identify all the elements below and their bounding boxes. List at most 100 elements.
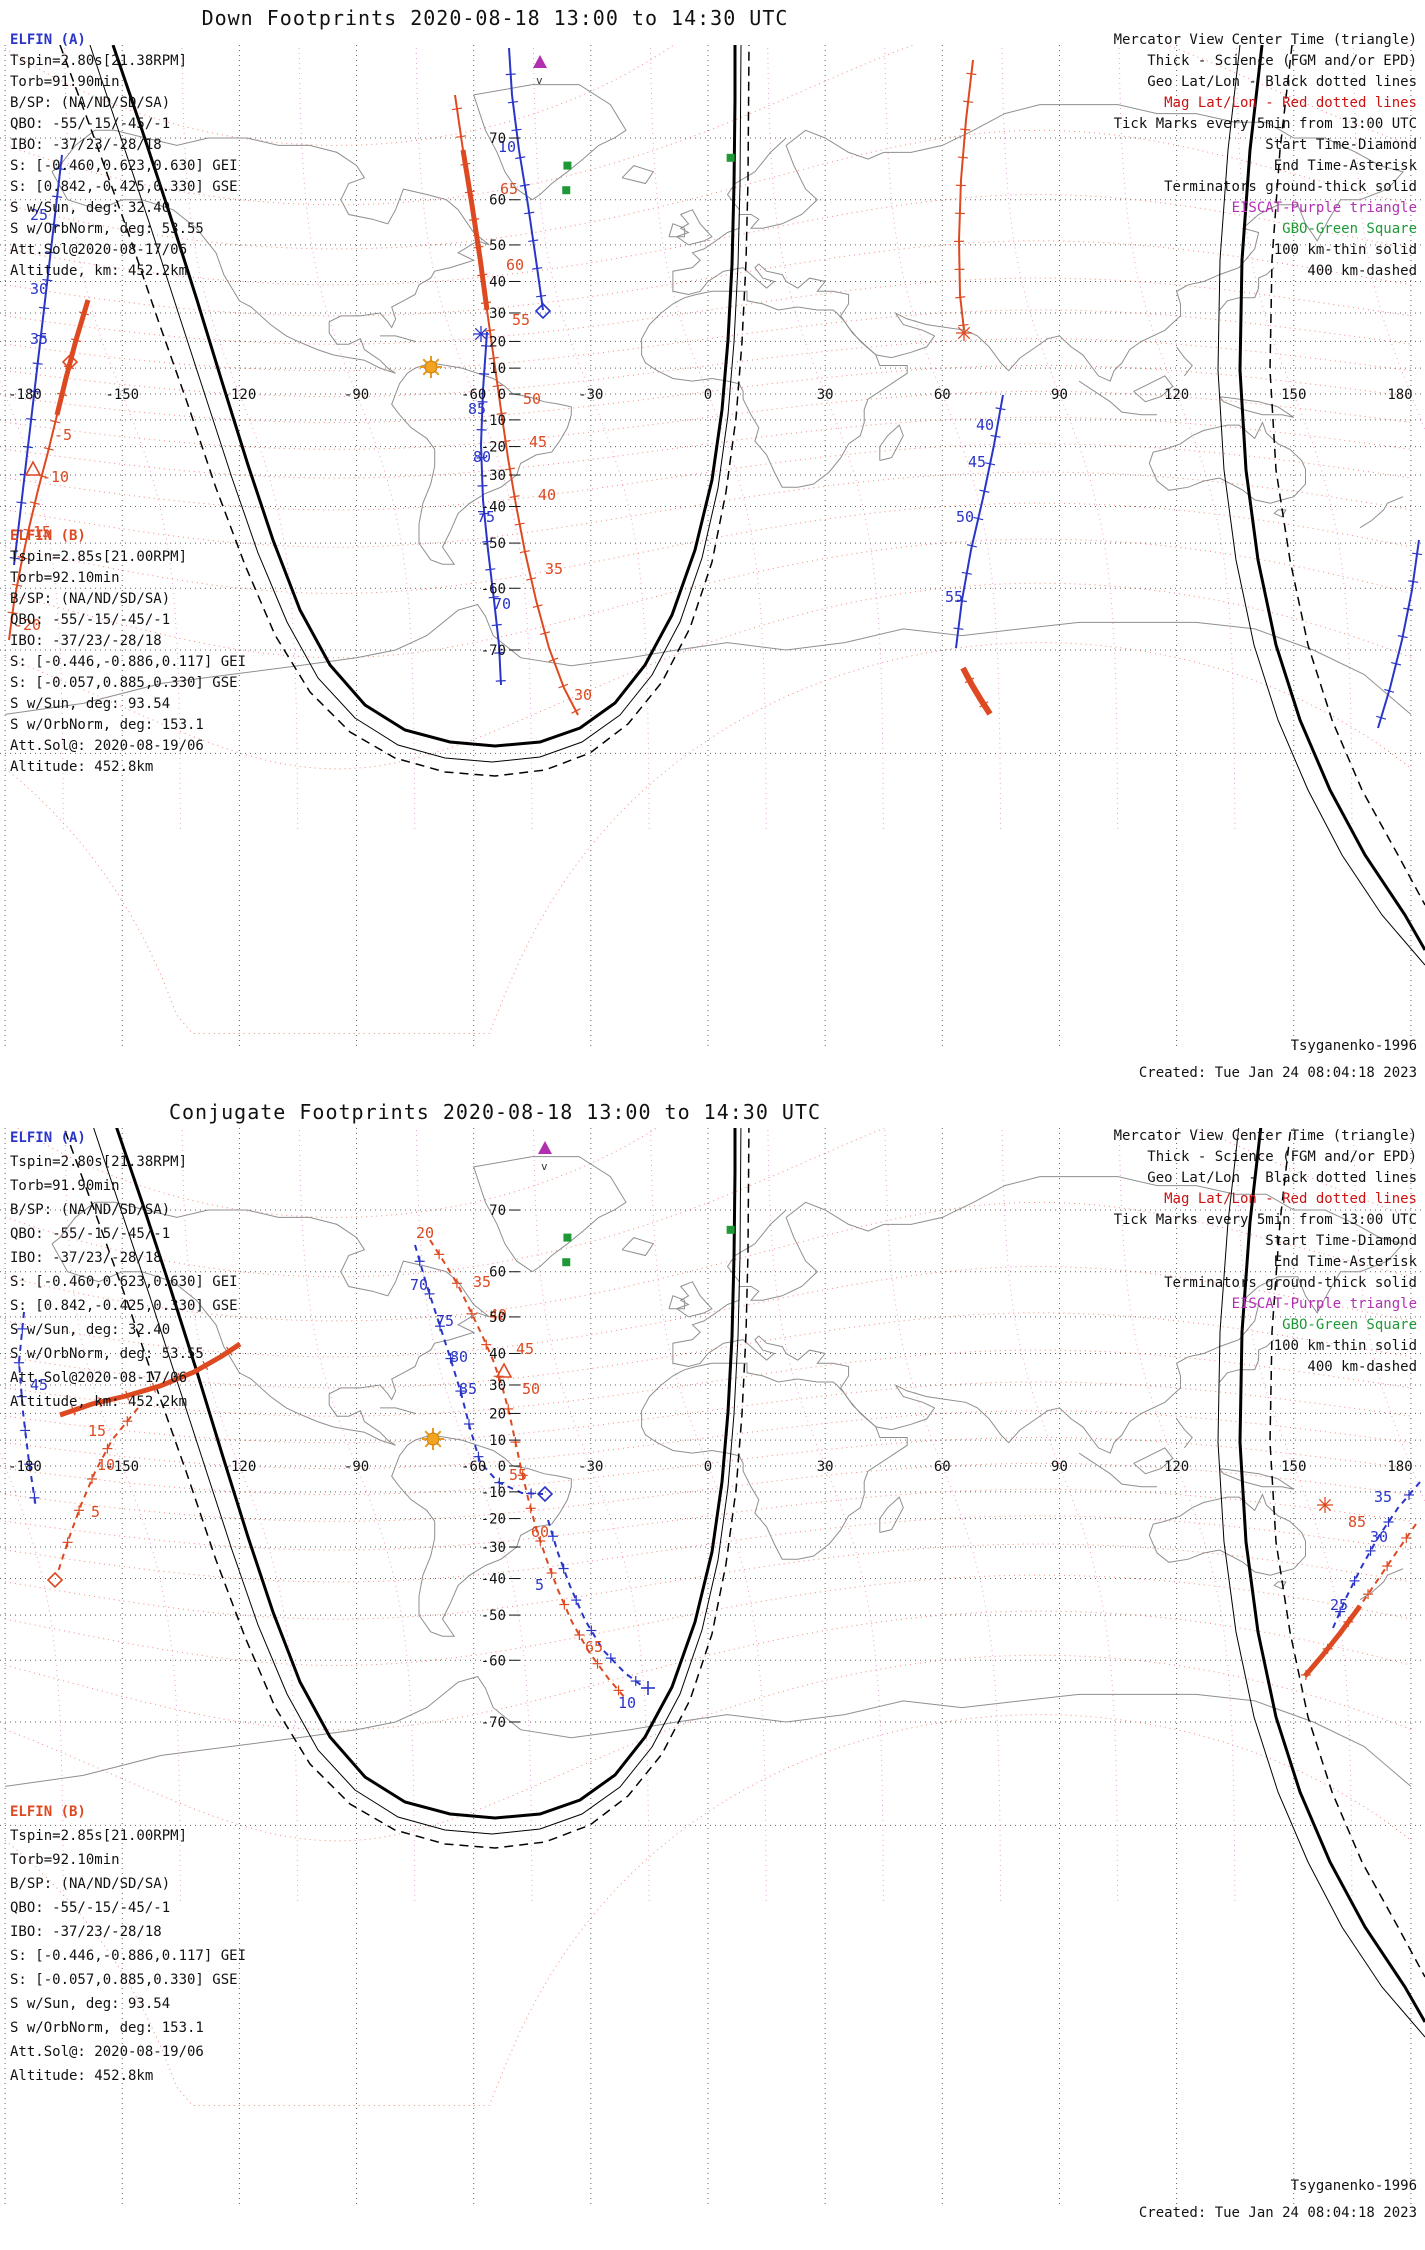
terminator-curves: [63, 1128, 1425, 2038]
legend-line: Thick - Science (FGM and/or EPD): [1147, 53, 1417, 69]
info-line: S w/Sun, deg: 32.40: [10, 200, 171, 216]
track-label: -5: [54, 426, 72, 444]
lat-axis-label: 0: [498, 1459, 506, 1475]
legend-line: 100 km-thin solid: [1273, 1338, 1417, 1354]
mag-lat-graticule: [4, 1128, 1412, 2106]
info-line: S w/OrbNorm, deg: 153.1: [10, 717, 204, 733]
map-conjugate-footprints: 7075808551045353025203540455055606515105…: [0, 1128, 1425, 2205]
info-line: Att.Sol@2020-08-17/06: [10, 1370, 188, 1386]
info-line: B/SP: (NA/ND/SD/SA): [10, 95, 171, 111]
ground-station-square: [562, 1258, 571, 1267]
lat-axis-label: -50: [481, 1608, 506, 1624]
lat-axis-label: 20: [489, 334, 506, 350]
satellite-label: ELFIN (A): [10, 1130, 86, 1146]
track-label: 85: [468, 400, 486, 418]
info-line: S: [-0.460,0.623,0.630] GEI: [10, 158, 238, 174]
track-label: -20: [14, 616, 41, 634]
elfin-a-info-panel1: ELFIN (A) Tspin=2.80s[21.38RPM] Torb=91.90…: [10, 30, 238, 282]
legend-line: Terminators ground-thick solid: [1164, 179, 1417, 195]
satellite-label: ELFIN (B): [10, 1804, 86, 1820]
footprint-tracks: [7, 47, 1423, 729]
track-label: 5: [535, 1576, 544, 1594]
track-label: 30: [574, 686, 592, 704]
lat-axis-label: -40: [481, 1572, 506, 1588]
info-line: S: [-0.057,0.885,0.330] GSE: [10, 1972, 238, 1988]
lat-axis-label: -70: [481, 1715, 506, 1731]
end-asterisk-marker: [473, 326, 489, 342]
terminator-curves: [59, 45, 1425, 966]
lat-axis-label: 10: [489, 1433, 506, 1449]
created-label-panel2: Created: Tue Jan 24 08:04:18 2023: [1138, 2205, 1417, 2221]
elfin-b-info-panel2: ELFIN (B) Tspin=2.85s[21.00RPM] Torb=92.10…: [10, 1800, 246, 2088]
info-line: S: [-0.460,0.623,0.630] GEI: [10, 1274, 238, 1290]
track-label: 80: [473, 448, 491, 466]
lon-axis-label: -150: [105, 1459, 139, 1475]
lon-axis-label: 30: [817, 387, 834, 403]
lat-axis-label: -40: [481, 500, 506, 516]
start-diamond-marker: [536, 1485, 554, 1503]
info-line: Torb=92.10min: [10, 570, 120, 586]
track-label: 55: [512, 311, 530, 329]
elfin-a-info-panel2: ELFIN (A) Tspin=2.80s[21.38RPM] Torb=91.90…: [10, 1126, 238, 1414]
science-zone-segment: [460, 149, 490, 311]
legend-line: 400 km-dashed: [1307, 263, 1417, 279]
view-center-v: v: [541, 1160, 548, 1173]
track-label: -10: [42, 468, 69, 486]
info-line: QBO: -55/-15/-45/-1: [10, 1900, 171, 1916]
track-label: 60: [531, 1523, 549, 1541]
panel2-title: Conjugate Footprints 2020-08-18 13:00 to…: [168, 1100, 822, 1124]
track-label: 15: [88, 1422, 106, 1440]
view-center-triangle-icon: [538, 1141, 552, 1154]
end-asterisk-marker: [1317, 1497, 1333, 1513]
legend-line: End Time-Asterisk: [1273, 158, 1417, 174]
lat-axis-label: -50: [481, 536, 506, 552]
track-label: 50: [956, 508, 974, 526]
legend-line: Mag Lat/Lon - Red dotted lines: [1164, 1191, 1417, 1207]
elfin-b-track: [429, 1239, 626, 1699]
plus-marker: [641, 1681, 655, 1695]
lon-axis-label: -30: [578, 1459, 603, 1475]
elfin-a-track: [414, 1244, 544, 1495]
info-line: S w/Sun, deg: 93.54: [10, 696, 171, 712]
coastlines: [5, 1156, 1412, 1787]
elfin-a-track: [479, 331, 502, 686]
legend-line: EISCAT-Purple triangle: [1231, 1296, 1417, 1312]
start-diamond-marker: [46, 1571, 64, 1589]
legend-line: Mercator View Center Time (triangle): [1113, 1128, 1417, 1144]
satellite-label: ELFIN (B): [10, 528, 86, 544]
lat-axis-label: -30: [481, 468, 506, 484]
info-line: Altitude: 452.8km: [10, 2068, 154, 2084]
track-label: 80: [450, 1348, 468, 1366]
elfin-a-track: [1332, 1481, 1421, 1629]
sun-icon: [420, 356, 442, 378]
track-label: -15: [24, 523, 51, 541]
info-line: Altitude, km: 452.2km: [10, 263, 188, 279]
legend-line: Geo Lat/Lon - Black dotted lines: [1147, 74, 1417, 90]
created-label-panel1: Created: Tue Jan 24 08:04:18 2023: [1138, 1065, 1417, 1081]
info-line: Torb=91.90min: [10, 1178, 120, 1194]
track-label: 55: [509, 1466, 527, 1484]
mag-lon-graticule: [0, 1128, 1425, 1901]
track-label: 10: [618, 1694, 636, 1712]
info-line: Tspin=2.85s[21.00RPM]: [10, 549, 188, 565]
track-label: 40: [489, 1306, 507, 1324]
lon-axis-label: 0: [704, 1459, 712, 1475]
lon-axis-label: -180: [8, 387, 42, 403]
legend-line: Mercator View Center Time (triangle): [1113, 32, 1417, 48]
lon-axis-label: -120: [223, 387, 257, 403]
info-line: Altitude, km: 452.2km: [10, 1394, 188, 1410]
end-asterisk-marker: [956, 325, 972, 341]
legend-line: Tick Marks every 5min from 13:00 UTC: [1113, 1212, 1417, 1228]
legend-line: Mag Lat/Lon - Red dotted lines: [1164, 95, 1417, 111]
info-line: S: [0.842,-0.425,0.330] GSE: [10, 1298, 238, 1314]
lat-axis-label: 10: [489, 361, 506, 377]
lat-axis-label: -30: [481, 1540, 506, 1556]
track-label: 35: [1374, 1488, 1392, 1506]
lat-axis-label: 50: [489, 1310, 506, 1326]
legend-line: GBO-Green Square: [1282, 1317, 1417, 1333]
science-zone-segment: [54, 299, 91, 416]
info-line: S w/Sun, deg: 93.54: [10, 1996, 171, 2012]
lon-axis-label: 60: [934, 387, 951, 403]
legend-panel2: Mercator View Center Time (triangle) Thic…: [1114, 1126, 1417, 1378]
